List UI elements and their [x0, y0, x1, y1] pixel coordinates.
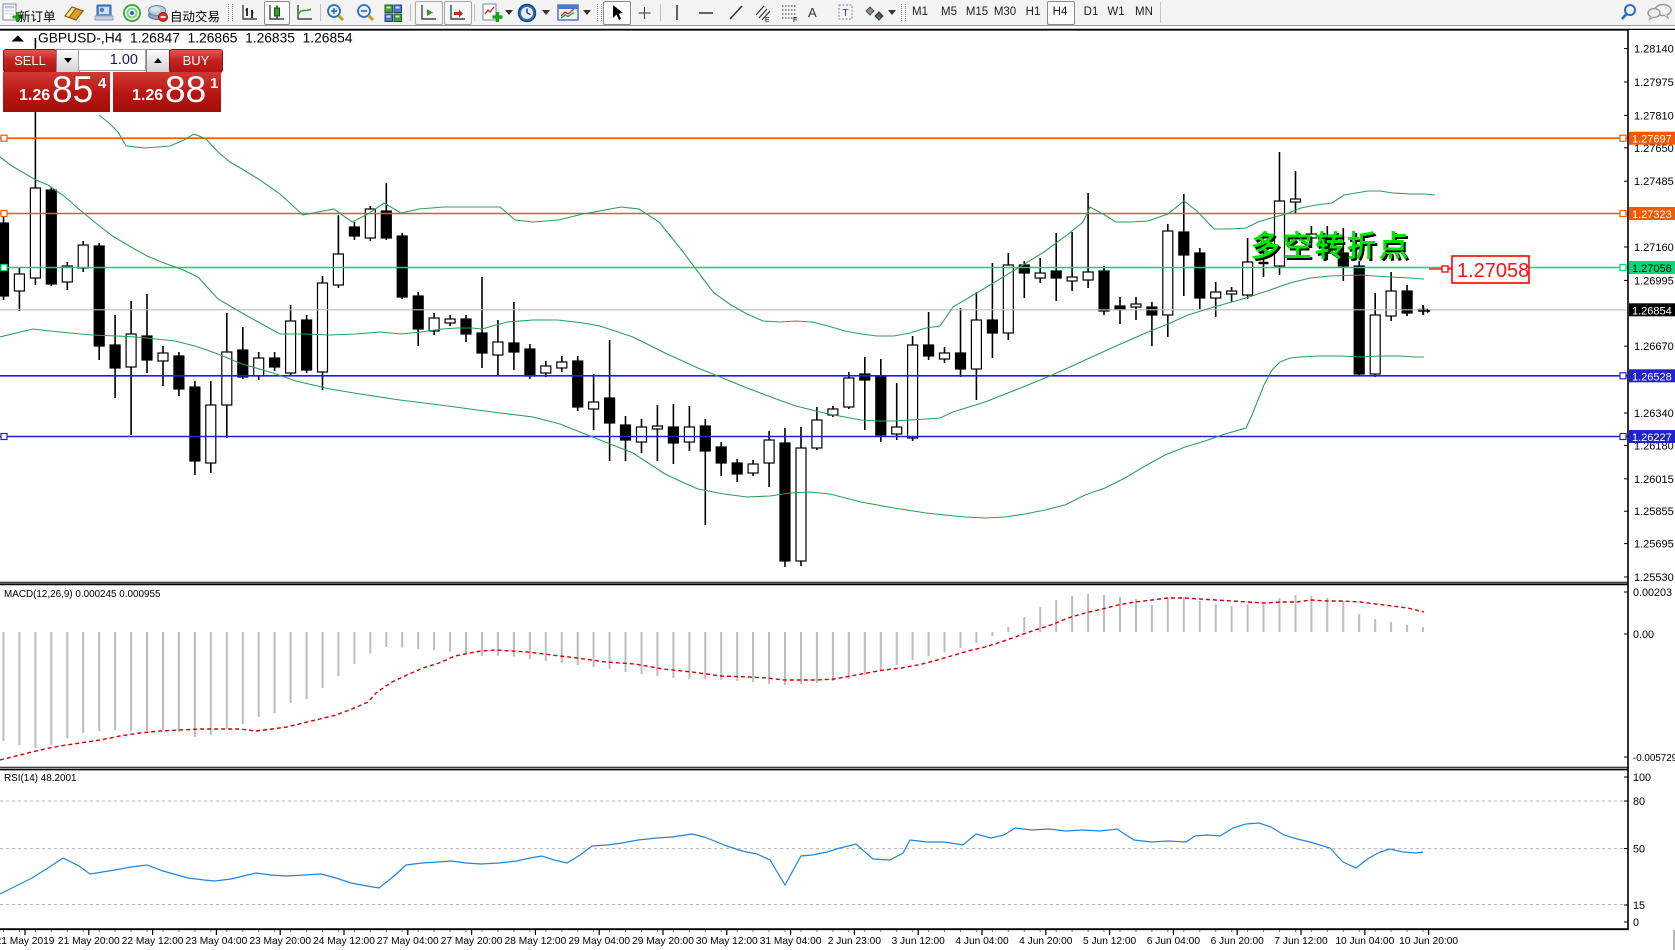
svg-text:1.25855: 1.25855	[1634, 506, 1674, 518]
svg-text:7 Jun 12:00: 7 Jun 12:00	[1274, 936, 1328, 947]
svg-text:T: T	[843, 8, 849, 19]
svg-text:1.27323: 1.27323	[1632, 209, 1672, 221]
svg-text:10 Jun 04:00: 10 Jun 04:00	[1335, 936, 1394, 947]
svg-text:1.27810: 1.27810	[1634, 110, 1674, 122]
svg-text:27 May 20:00: 27 May 20:00	[441, 936, 503, 947]
svg-text:1.27058: 1.27058	[1632, 263, 1672, 275]
svg-text:1.27697: 1.27697	[1632, 134, 1672, 146]
svg-text:1.26528: 1.26528	[1632, 371, 1672, 383]
svg-text:1.26847 1.26865 1.26835 1.2: 1.26847 1.26865 1.26835 1.26854	[130, 31, 353, 46]
svg-text:30 May 12:00: 30 May 12:00	[696, 936, 758, 947]
svg-text:1.27160: 1.27160	[1634, 242, 1674, 254]
svg-text:24 May 12:00: 24 May 12:00	[313, 936, 375, 947]
svg-text:1.27650: 1.27650	[1634, 143, 1674, 155]
svg-text:3 Jun 12:00: 3 Jun 12:00	[892, 936, 946, 947]
svg-text:15: 15	[1633, 900, 1645, 912]
svg-text:31 May 04:00: 31 May 04:00	[760, 936, 822, 947]
svg-text:F: F	[793, 17, 797, 23]
svg-text:100: 100	[1633, 772, 1651, 784]
svg-text:1.26340: 1.26340	[1634, 408, 1674, 420]
svg-text:1.26995: 1.26995	[1634, 275, 1674, 287]
svg-text:22 May 12:00: 22 May 12:00	[122, 936, 184, 947]
svg-text:27 May 04:00: 27 May 04:00	[377, 936, 439, 947]
svg-text:50: 50	[1633, 844, 1645, 856]
svg-text:21 May 20:00: 21 May 20:00	[58, 936, 120, 947]
svg-text:0.00: 0.00	[1633, 629, 1654, 641]
svg-text:1.26227: 1.26227	[1632, 432, 1672, 444]
svg-text:1.26854: 1.26854	[1632, 305, 1672, 317]
svg-text:1.26015: 1.26015	[1634, 474, 1674, 486]
svg-text:80: 80	[1633, 796, 1645, 808]
svg-text:4 Jun 20:00: 4 Jun 20:00	[1019, 936, 1073, 947]
svg-text:多空转折点: 多空转折点	[1253, 231, 1413, 265]
svg-text:1.26180: 1.26180	[1634, 440, 1674, 452]
svg-text:E: E	[765, 17, 770, 23]
svg-text:1.27975: 1.27975	[1634, 77, 1674, 89]
svg-text:29 May 20:00: 29 May 20:00	[632, 936, 694, 947]
svg-text:GBPUSD-,H4: GBPUSD-,H4	[38, 31, 123, 46]
svg-text:1.25695: 1.25695	[1634, 539, 1674, 551]
svg-text:1.25530: 1.25530	[1634, 572, 1674, 584]
svg-text:6 Jun 04:00: 6 Jun 04:00	[1147, 936, 1201, 947]
svg-text:0.00203: 0.00203	[1633, 587, 1672, 599]
svg-text:23 May 20:00: 23 May 20:00	[249, 936, 311, 947]
svg-text:多空转折点: 多空转折点	[1251, 229, 1411, 263]
svg-text:6 Jun 20:00: 6 Jun 20:00	[1211, 936, 1265, 947]
svg-text:-0.005729: -0.005729	[1633, 753, 1675, 764]
svg-text:1.27485: 1.27485	[1634, 176, 1674, 188]
svg-text:29 May 04:00: 29 May 04:00	[568, 936, 630, 947]
svg-text:RSI(14) 48.2001: RSI(14) 48.2001	[4, 773, 77, 784]
svg-text:1.27058: 1.27058	[1457, 260, 1529, 282]
svg-text:5 Jun 12:00: 5 Jun 12:00	[1083, 936, 1137, 947]
svg-text:2 Jun 23:00: 2 Jun 23:00	[828, 936, 882, 947]
svg-text:4 Jun 04:00: 4 Jun 04:00	[955, 936, 1009, 947]
svg-text:23 May 04:00: 23 May 04:00	[186, 936, 248, 947]
svg-text:1.26670: 1.26670	[1634, 341, 1674, 353]
svg-text:1.28140: 1.28140	[1634, 44, 1674, 56]
svg-text:0: 0	[1633, 917, 1639, 929]
svg-text:28 May 12:00: 28 May 12:00	[505, 936, 567, 947]
svg-text:21 May 2019: 21 May 2019	[0, 936, 55, 947]
svg-text:10 Jun 20:00: 10 Jun 20:00	[1399, 936, 1458, 947]
svg-text:MACD(12,26,9) 0.000245 0.00095: MACD(12,26,9) 0.000245 0.000955	[4, 589, 161, 600]
